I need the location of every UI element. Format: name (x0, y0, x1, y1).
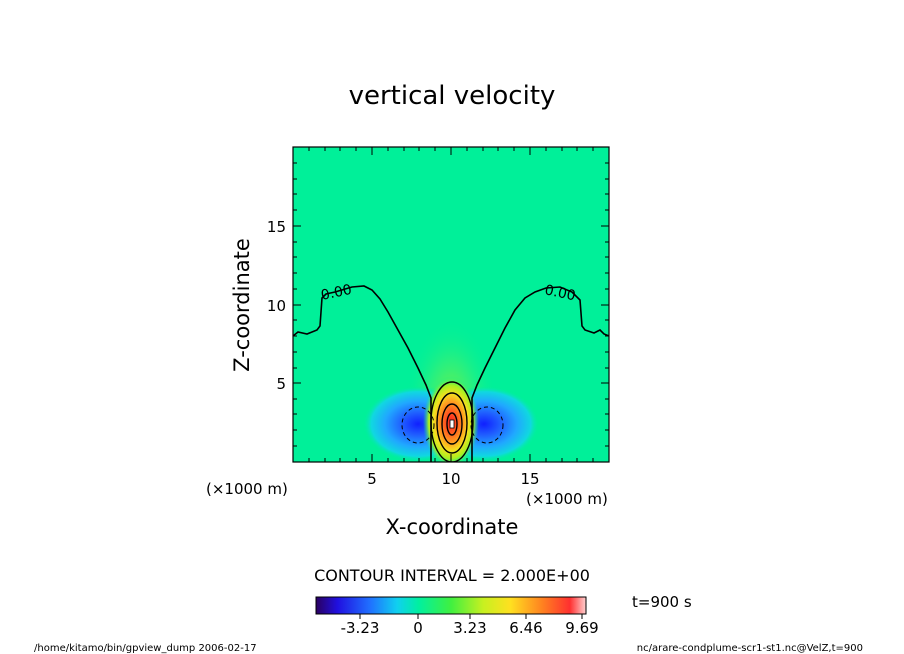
contour-interval-label: CONTOUR INTERVAL = 2.000E+00 (314, 566, 590, 585)
positive-contour-2 (436, 392, 468, 454)
colorbar-ticks (359, 614, 583, 619)
colorbar-tick-label: 9.69 (565, 619, 598, 637)
positive-contour-4 (446, 412, 458, 436)
footer-right: nc/arare-condplume-scr1-st1.nc@VelZ,t=90… (637, 643, 863, 654)
positive-contour-3 (441, 403, 463, 445)
colorbar-tick-label: -3.23 (341, 619, 380, 637)
colorbar-tick-label: 6.46 (509, 619, 542, 637)
colorbar-tick-label: 3.23 (453, 619, 486, 637)
x-tick-label: 15 (520, 470, 539, 488)
y-tick-label: 15 (267, 218, 286, 236)
zero-contour-line (293, 285, 609, 462)
time-label: t=900 s (632, 593, 692, 611)
negative-contour-left (401, 406, 435, 444)
x-tick-label: 10 (441, 470, 460, 488)
axis-ticks (293, 147, 609, 462)
y-tick-label: 10 (267, 297, 286, 315)
positive-core (423, 376, 479, 462)
y-unit-label: (×1000 m) (206, 480, 288, 498)
negative-contour-right (470, 406, 504, 444)
contour-label-left: 0.00 (320, 282, 354, 304)
plot-area (293, 147, 609, 462)
x-tick-label: 5 (367, 470, 377, 488)
positive-contour-1 (430, 381, 474, 462)
y-tick-label: 5 (276, 375, 286, 393)
maximum-marker (449, 419, 455, 429)
colorbar-tick-label: 0 (413, 619, 423, 637)
x-axis-title: X-coordinate (386, 515, 519, 539)
footer-left: /home/kitamo/bin/gpview_dump 2006-02-17 (34, 643, 257, 654)
contour-label-right: 0.00 (543, 282, 577, 304)
colorbar (315, 596, 587, 615)
chart-title: vertical velocity (349, 81, 556, 111)
x-unit-label: (×1000 m) (526, 490, 608, 508)
y-axis-title: Z-coordinate (230, 238, 254, 372)
